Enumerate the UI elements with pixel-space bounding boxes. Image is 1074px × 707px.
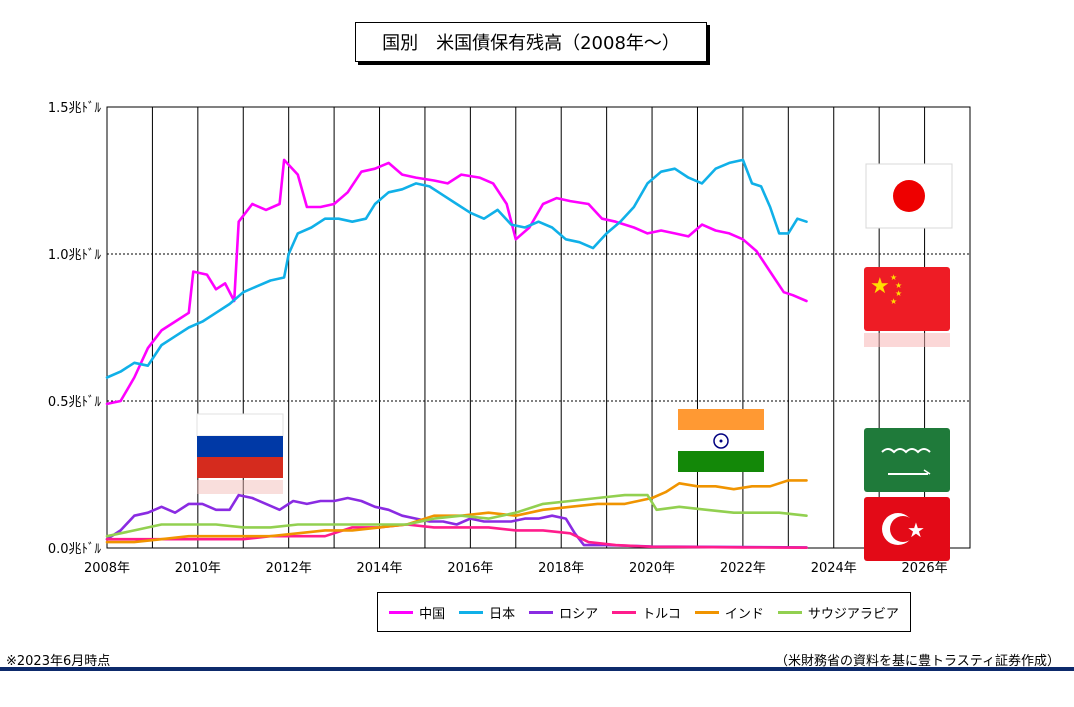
x-tick-label: 2022年 [720, 561, 766, 576]
legend-swatch [389, 610, 414, 614]
legend-swatch [529, 610, 554, 614]
legend-label: ロシア [559, 606, 599, 622]
y-tick-label: 1.5兆ﾄﾞﾙ [48, 101, 102, 116]
svg-text:★: ★ [895, 281, 902, 290]
source-note: （米財務省の資料を基に豊トラスティ証券作成） [775, 654, 1060, 669]
legend-item: インド [694, 603, 764, 622]
x-tick-label: 2008年 [84, 561, 130, 576]
series-line-インド [105, 479, 808, 544]
series-line-トルコ [105, 523, 808, 550]
legend-item: 日本 [459, 603, 515, 622]
legend-swatch [459, 610, 484, 614]
svg-text:★: ★ [890, 273, 897, 282]
legend-swatch [612, 610, 637, 614]
x-tick-label: 2014年 [356, 561, 402, 576]
japan-flag-icon [865, 163, 953, 229]
y-tick-label: 1.0兆ﾄﾞﾙ [48, 248, 102, 263]
series [105, 158, 808, 550]
bottom-rule [0, 667, 1074, 671]
flags: ★ ★ ★ ★ ★ ★ [196, 163, 953, 561]
series-line-ロシア [105, 493, 808, 549]
legend: 中国 日本 ロシア トルコ インド サウジアラビア [377, 592, 911, 632]
x-tick-label: 2026年 [902, 561, 948, 576]
svg-text:★: ★ [890, 297, 897, 306]
x-tick-label: 2018年 [538, 561, 584, 576]
legend-label: インド [724, 606, 764, 622]
legend-item: ロシア [529, 603, 598, 622]
legend-label: 中国 [419, 606, 446, 622]
legend-item: トルコ [612, 603, 681, 622]
x-tick-label: 2024年 [811, 561, 857, 576]
x-tick-label: 2012年 [266, 561, 312, 576]
chart-title: 国別 米国債保有残高（2008年～） [355, 22, 707, 62]
y-tick-label: 0.5兆ﾄﾞﾙ [48, 395, 102, 410]
svg-text:★: ★ [907, 518, 925, 542]
x-tick-label: 2020年 [629, 561, 675, 576]
footnote: ※2023年6月時点 [6, 654, 111, 669]
russia-flag-icon [196, 413, 284, 494]
svg-text:★: ★ [870, 274, 890, 299]
x-tick-label: 2010年 [175, 561, 221, 576]
legend-item: 中国 [389, 603, 445, 622]
axes: 0.0兆ﾄﾞﾙ 0.5兆ﾄﾞﾙ 1.0兆ﾄﾞﾙ 1.5兆ﾄﾞﾙ 2008年 2010年 20… [48, 101, 971, 576]
legend-swatch [777, 610, 802, 614]
india-flag-icon [678, 409, 764, 472]
series-line-日本 [105, 158, 808, 379]
y-tick-label: 0.0兆ﾄﾞﾙ [48, 542, 102, 557]
saudi-arabia-flag-icon [864, 428, 950, 492]
svg-text:★: ★ [895, 289, 902, 298]
legend-label: 日本 [489, 606, 516, 622]
series-line-サウジアラビア [105, 493, 808, 538]
series-line-中国 [105, 158, 808, 406]
china-flag-icon: ★ ★ ★ ★ ★ [864, 267, 950, 347]
legend-label: トルコ [642, 606, 681, 622]
plot-frame [106, 106, 971, 549]
x-tick-label: 2016年 [447, 561, 493, 576]
turkey-flag-icon: ★ [864, 497, 950, 561]
legend-label: サウジアラビア [807, 606, 899, 622]
legend-swatch [694, 610, 719, 614]
legend-item: サウジアラビア [777, 603, 899, 622]
